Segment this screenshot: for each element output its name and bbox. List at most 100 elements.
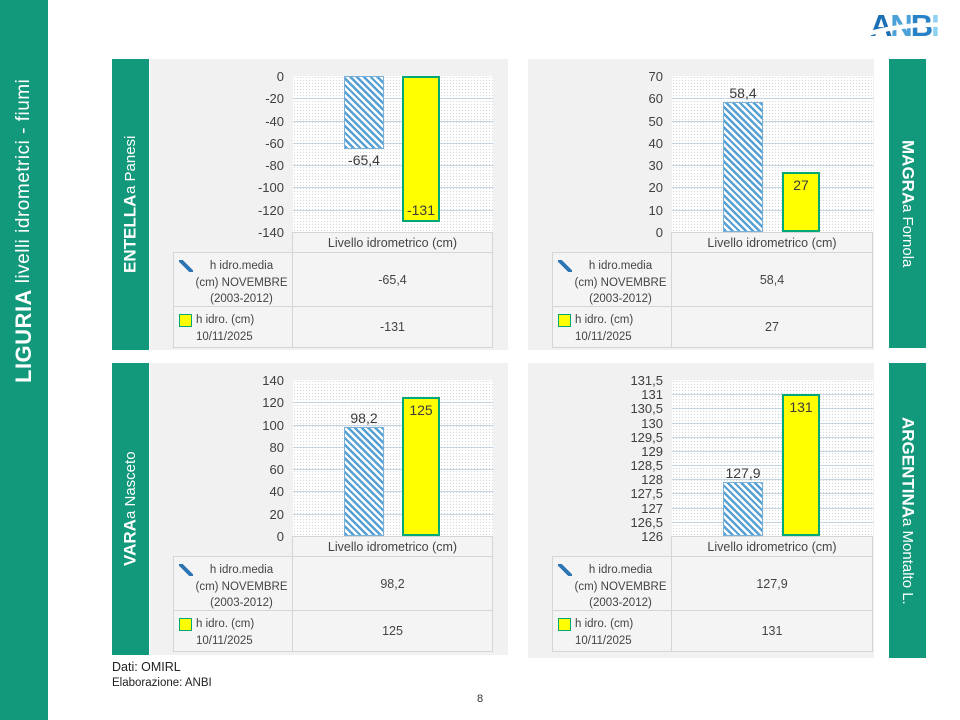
gridline [672, 522, 873, 523]
legend-line: 10/11/2025 [575, 634, 632, 647]
legend-swatch-yellow-icon [558, 618, 571, 631]
gridline [672, 508, 873, 509]
bar-average-hatched [344, 427, 384, 536]
y-tick-label: 40 [648, 136, 663, 151]
gridline [672, 479, 873, 480]
y-tick-label: 70 [648, 69, 663, 84]
gridline [293, 402, 493, 403]
slide-title-subject: livelli idrometrici - fiumi [13, 78, 34, 290]
panel-title-location: a Nasceto [122, 451, 139, 520]
legend-cell-average: h idro.media (cm) NOVEMBRE (2003-2012) [173, 556, 294, 611]
y-tick-label: 126 [641, 529, 663, 544]
y-tick-label: 131 [641, 387, 663, 402]
slide-title-region: LIGURIA [11, 289, 36, 384]
y-tick-label: 60 [648, 91, 663, 106]
gridline [672, 210, 873, 211]
legend-line: h idro. (cm) [196, 618, 255, 630]
y-tick-label: 100 [262, 418, 284, 433]
y-tick-label: 20 [648, 180, 663, 195]
logo-swoosh-icon [870, 22, 960, 36]
legend-label: h idro.media (cm) NOVEMBRE (2003-2012) [193, 258, 290, 308]
gridline [672, 493, 873, 494]
bar-label-current: 131 [789, 399, 813, 415]
legend-line: (2003-2012) [210, 293, 273, 306]
table-header-cell: Livello idrometrico (cm) [671, 232, 873, 253]
source-dati: Dati: OMIRL [112, 660, 181, 674]
value-cell-average: -65,4 [292, 252, 493, 307]
gridline [293, 98, 493, 99]
panel-title-river: ARGENTINA [898, 416, 918, 518]
bar-label-average: -65,4 [348, 152, 380, 168]
panel-title: VARA a Nasceto [112, 363, 149, 655]
y-axis: 0 -20 -40 -60 -80 -100 -120 -140 [150, 69, 284, 240]
legend-label: h idro.media (cm) NOVEMBRE (2003-2012) [193, 562, 290, 612]
table-header-cell: Livello idrometrico (cm) [671, 536, 873, 557]
value-cell-average: 58,4 [671, 252, 873, 307]
panel-card: 98,2 125 140 120 100 80 60 40 20 0 Livello idromet… [150, 363, 508, 655]
gridline [672, 394, 873, 395]
legend-swatch-yellow-icon [558, 314, 571, 327]
y-tick-label: -120 [257, 203, 284, 218]
bar-label-current: 27 [793, 177, 809, 193]
legend-swatch-yellow-icon [179, 314, 192, 327]
y-tick-label: 131,5 [630, 373, 663, 388]
panel-title-location: a Montalto L. [899, 517, 916, 605]
y-tick-label: 128,5 [630, 458, 663, 473]
gridline [293, 143, 493, 144]
gridline [293, 514, 493, 515]
value-cell-current: -131 [292, 306, 493, 348]
bar-average-hatched [723, 482, 763, 536]
legend-cell-current: h idro. (cm) 10/11/2025 [552, 306, 673, 348]
gridline [293, 187, 493, 188]
y-tick-label: 0 [655, 225, 663, 240]
legend-line: 10/11/2025 [196, 634, 253, 647]
y-tick-label: -40 [265, 114, 284, 129]
y-tick-label: 40 [269, 484, 284, 499]
gridline [672, 408, 873, 409]
panel-side-bar: ARGENTINA a Montalto L. [889, 363, 926, 658]
gridline [293, 469, 493, 470]
gridline [672, 143, 873, 144]
legend-line: h idro.media [209, 564, 274, 576]
legend-cell-average: h idro.media (cm) NOVEMBRE (2003-2012) [552, 252, 673, 307]
legend-line: h idro. (cm) [196, 314, 255, 326]
bar-current-yellow [402, 397, 440, 536]
legend-cell-average: h idro.media (cm) NOVEMBRE (2003-2012) [552, 556, 673, 611]
legend-cell-current: h idro. (cm) 10/11/2025 [173, 610, 294, 652]
panel-title-river: ENTELLA [120, 194, 140, 273]
bar-label-current: 125 [409, 402, 433, 418]
y-tick-label: 80 [269, 440, 284, 455]
panel-title-river: VARA [120, 519, 140, 567]
legend-cell-current: h idro. (cm) 10/11/2025 [173, 306, 294, 348]
panel-title-river: MAGRA [898, 139, 918, 204]
y-tick-label: -20 [265, 91, 284, 106]
legend-swatch-yellow-icon [179, 618, 192, 631]
legend-line: 10/11/2025 [196, 330, 253, 343]
y-tick-label: 120 [262, 395, 284, 410]
page-number: 8 [476, 693, 484, 705]
y-tick-label: 30 [648, 158, 663, 173]
panel-title-location: a Panesi [122, 136, 139, 195]
y-tick-label: 128 [641, 472, 663, 487]
bar-label-average: 127,9 [725, 465, 761, 481]
source-elaborazione: Elaborazione: ANBI [112, 677, 212, 689]
value-cell-current: 125 [292, 610, 493, 652]
legend-label: h idro. (cm) 10/11/2025 [571, 312, 669, 345]
y-tick-label: -100 [257, 180, 284, 195]
bar-label-average: 98,2 [350, 410, 378, 426]
panel-card: 127,9 131 131,5 131 130,5 130 129,5 129 128,5 128… [528, 363, 874, 658]
gridline [293, 491, 493, 492]
y-tick-label: -60 [265, 136, 284, 151]
slide-title: LIGURIA livelli idrometrici - fiumi [0, 6, 48, 456]
gridline [293, 165, 493, 166]
gridline [672, 451, 873, 452]
plot-area: 127,9 131 [672, 380, 873, 536]
gridline [672, 165, 873, 166]
value-cell-average: 98,2 [292, 556, 493, 611]
gridline [672, 121, 873, 122]
gridline [672, 465, 873, 466]
panel-card: -65,4 -131 0 -20 -40 -60 -80 -100 -120 -140 Livell… [150, 59, 508, 350]
legend-line: (cm) NOVEMBRE [195, 580, 288, 593]
gridline [293, 210, 493, 211]
